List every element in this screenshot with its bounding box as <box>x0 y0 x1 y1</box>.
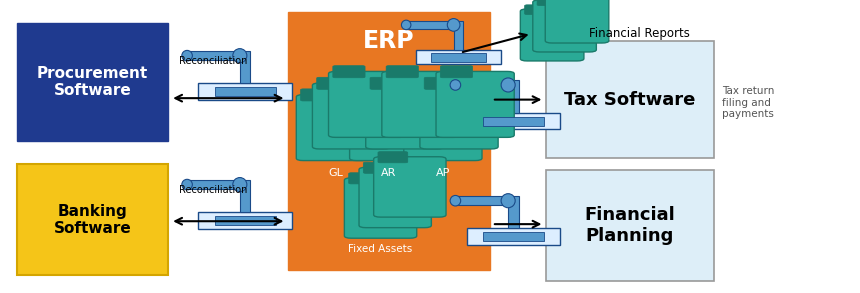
Text: Procurement
Software: Procurement Software <box>37 66 148 98</box>
Text: AP: AP <box>436 168 450 178</box>
FancyBboxPatch shape <box>546 41 714 158</box>
Bar <box>240 51 250 83</box>
Ellipse shape <box>447 18 460 31</box>
FancyBboxPatch shape <box>316 77 349 89</box>
Text: ERP: ERP <box>363 29 415 53</box>
Text: Reconciliation: Reconciliation <box>179 185 248 195</box>
FancyBboxPatch shape <box>538 0 563 6</box>
FancyBboxPatch shape <box>466 113 561 129</box>
FancyBboxPatch shape <box>520 9 584 61</box>
Ellipse shape <box>450 195 461 206</box>
FancyBboxPatch shape <box>198 83 292 100</box>
Bar <box>240 180 250 212</box>
Ellipse shape <box>501 194 515 208</box>
FancyBboxPatch shape <box>546 170 714 281</box>
FancyBboxPatch shape <box>301 89 333 101</box>
FancyBboxPatch shape <box>416 50 501 64</box>
FancyBboxPatch shape <box>382 71 460 137</box>
Ellipse shape <box>181 179 193 190</box>
Text: Tax return
filing and
payments: Tax return filing and payments <box>722 86 775 119</box>
FancyBboxPatch shape <box>533 0 596 52</box>
FancyBboxPatch shape <box>297 95 374 161</box>
Bar <box>406 21 453 29</box>
Bar <box>508 80 519 113</box>
Bar <box>187 51 240 60</box>
FancyBboxPatch shape <box>17 23 168 141</box>
FancyBboxPatch shape <box>359 167 432 228</box>
FancyBboxPatch shape <box>424 77 457 89</box>
Text: GL: GL <box>328 168 343 178</box>
Bar <box>215 87 275 96</box>
FancyBboxPatch shape <box>466 228 561 245</box>
Text: AR: AR <box>381 168 396 178</box>
Text: Financial Reports: Financial Reports <box>589 27 690 40</box>
Bar <box>187 180 240 189</box>
Ellipse shape <box>233 49 247 63</box>
FancyBboxPatch shape <box>354 89 386 101</box>
FancyBboxPatch shape <box>440 66 472 78</box>
Text: Fixed Assets: Fixed Assets <box>348 244 413 254</box>
FancyBboxPatch shape <box>386 66 418 78</box>
Ellipse shape <box>233 178 247 192</box>
FancyBboxPatch shape <box>348 173 378 184</box>
Bar <box>453 21 464 50</box>
FancyBboxPatch shape <box>378 152 408 163</box>
Bar <box>483 117 544 126</box>
Ellipse shape <box>450 80 461 90</box>
Ellipse shape <box>402 20 411 30</box>
Bar <box>431 53 486 62</box>
FancyBboxPatch shape <box>288 12 490 270</box>
FancyBboxPatch shape <box>333 66 365 78</box>
FancyBboxPatch shape <box>312 83 390 149</box>
FancyBboxPatch shape <box>545 0 609 43</box>
FancyBboxPatch shape <box>366 83 444 149</box>
Ellipse shape <box>181 50 193 61</box>
FancyBboxPatch shape <box>329 71 407 137</box>
Text: Financial
Planning: Financial Planning <box>585 206 675 245</box>
Text: Tax Software: Tax Software <box>564 91 696 109</box>
Bar <box>456 80 508 90</box>
Bar <box>483 232 544 241</box>
Text: Banking
Software: Banking Software <box>53 204 132 236</box>
FancyBboxPatch shape <box>420 83 498 149</box>
Ellipse shape <box>501 78 515 92</box>
Bar <box>215 216 275 225</box>
FancyBboxPatch shape <box>363 162 393 173</box>
Text: Reconciliation: Reconciliation <box>179 56 248 66</box>
FancyBboxPatch shape <box>344 178 417 238</box>
FancyBboxPatch shape <box>350 95 427 161</box>
FancyBboxPatch shape <box>525 5 550 15</box>
FancyBboxPatch shape <box>370 77 402 89</box>
FancyBboxPatch shape <box>17 164 168 275</box>
FancyBboxPatch shape <box>436 71 514 137</box>
Bar <box>456 196 508 205</box>
FancyBboxPatch shape <box>404 95 482 161</box>
FancyBboxPatch shape <box>373 157 446 217</box>
FancyBboxPatch shape <box>408 89 440 101</box>
Bar <box>508 196 519 228</box>
FancyBboxPatch shape <box>198 212 292 229</box>
